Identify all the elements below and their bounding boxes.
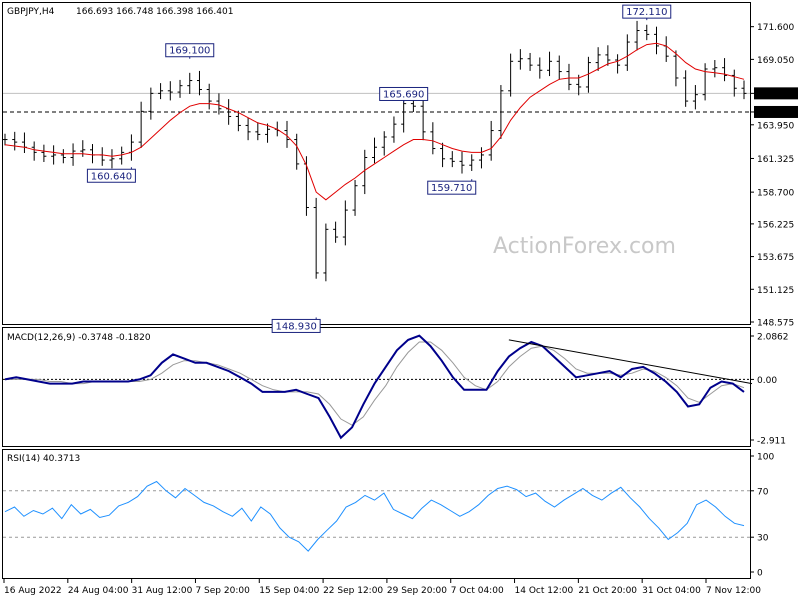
rsi-line bbox=[4, 480, 745, 552]
time-axis-label: 24 Aug 04:00 bbox=[68, 586, 129, 596]
moving-average-line bbox=[4, 42, 745, 201]
price-annotation-box bbox=[86, 168, 136, 183]
macd-series bbox=[3, 334, 753, 440]
macd-trendline bbox=[508, 339, 753, 385]
price-axis-label-bg bbox=[754, 105, 798, 118]
price-annotation-box bbox=[165, 43, 215, 58]
macd-panel bbox=[2, 327, 751, 447]
watermark: ActionForex.com bbox=[493, 234, 676, 259]
price-annotation-box bbox=[427, 180, 477, 195]
rsi-axis-label: 0 bbox=[757, 569, 763, 579]
time-axis-label: 22 Sep 12:00 bbox=[323, 586, 383, 596]
price-axis-label: 158.700 bbox=[757, 189, 794, 199]
price-annotation-label: 169.100 bbox=[169, 46, 210, 57]
time-axis-label: 31 Aug 12:00 bbox=[132, 586, 193, 596]
price-annotation-box bbox=[379, 86, 429, 101]
macd-axis-label: -2.911 bbox=[757, 437, 786, 447]
time-axis-label: 7 Oct 04:00 bbox=[451, 586, 504, 596]
macd-axis-label: 2.0862 bbox=[757, 333, 789, 343]
price-series: 160.640 169.100 148.930 165.690 159.710 172.1… bbox=[2, 4, 750, 333]
price-annotation-box bbox=[271, 318, 321, 333]
rsi-axis-label: 100 bbox=[757, 453, 774, 463]
price-annotation-label: 159.710 bbox=[431, 183, 472, 194]
time-axis-label: 15 Sep 04:00 bbox=[259, 586, 319, 596]
price-axis-label: 148.575 bbox=[757, 319, 794, 329]
price-axis-label: 163.950 bbox=[757, 121, 794, 131]
rsi-title: RSI(14) 40.3713 bbox=[7, 454, 80, 464]
price-axis-label-bg bbox=[754, 87, 798, 100]
price-annotation-label: 148.930 bbox=[275, 321, 316, 332]
price-axis-label: 164.950 bbox=[757, 108, 794, 118]
price-annotation-label: 165.690 bbox=[383, 89, 424, 100]
price-annotation-label: 172.110 bbox=[626, 7, 667, 18]
axes: 171.600 169.050 166.401 164.950 163.950 161.3… bbox=[3, 23, 798, 596]
time-axis-label: 14 Oct 12:00 bbox=[515, 586, 574, 596]
price-title: GBPJPY,H4 bbox=[7, 7, 55, 17]
price-axis-label: 169.050 bbox=[757, 56, 794, 66]
time-axis-label: 21 Oct 20:00 bbox=[578, 586, 637, 596]
price-axis-label: 156.225 bbox=[757, 220, 794, 230]
price-axis-label: 166.401 bbox=[757, 90, 794, 100]
time-axis-label: 29 Sep 20:00 bbox=[387, 586, 447, 596]
price-ohlc: 166.693 166.748 166.398 166.401 bbox=[76, 7, 233, 17]
macd-line bbox=[4, 334, 745, 440]
rsi-axis-label: 30 bbox=[757, 534, 769, 544]
price-axis-label: 171.600 bbox=[757, 23, 794, 33]
price-panel bbox=[2, 2, 751, 325]
time-axis-label: 16 Aug 2022 bbox=[4, 586, 62, 596]
time-axis-label: 7 Sep 20:00 bbox=[195, 586, 250, 596]
macd-axis-label: 0.00 bbox=[757, 376, 777, 386]
rsi-series bbox=[3, 480, 750, 552]
price-axis-label: 151.125 bbox=[757, 286, 794, 296]
macd-title: MACD(12,26,9) -0.3748 -0.1820 bbox=[7, 333, 151, 343]
price-annotation-label: 160.640 bbox=[91, 171, 132, 182]
price-axis-label: 153.675 bbox=[757, 253, 794, 263]
time-axis-label: 7 Nov 12:00 bbox=[706, 586, 761, 596]
rsi-axis-label: 70 bbox=[757, 487, 769, 497]
rsi-panel bbox=[2, 449, 751, 579]
time-axis-label: 31 Oct 04:00 bbox=[642, 586, 701, 596]
price-annotation-box bbox=[622, 4, 672, 19]
price-axis-label: 161.325 bbox=[757, 155, 794, 165]
